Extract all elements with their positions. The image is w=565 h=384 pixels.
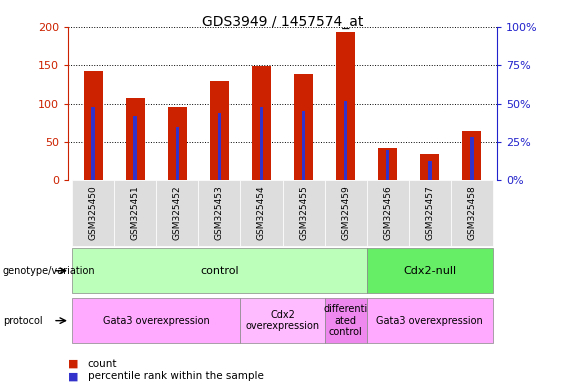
Text: GSM325456: GSM325456 (383, 186, 392, 240)
FancyBboxPatch shape (325, 298, 367, 343)
Bar (470, 137, 473, 180)
Text: ■: ■ (68, 359, 79, 369)
Text: Gata3 overexpression: Gata3 overexpression (103, 316, 210, 326)
FancyBboxPatch shape (451, 180, 493, 246)
Text: Cdx2-null: Cdx2-null (403, 266, 457, 276)
FancyBboxPatch shape (198, 180, 240, 246)
Text: GDS3949 / 1457574_at: GDS3949 / 1457574_at (202, 15, 363, 29)
FancyBboxPatch shape (240, 180, 282, 246)
Text: GSM325451: GSM325451 (131, 186, 140, 240)
FancyBboxPatch shape (367, 248, 493, 293)
Bar (463, 131, 481, 180)
Bar (125, 98, 145, 180)
FancyBboxPatch shape (325, 180, 367, 246)
Text: ■: ■ (68, 371, 79, 381)
Bar (386, 150, 389, 180)
FancyBboxPatch shape (72, 180, 114, 246)
Text: GSM325452: GSM325452 (173, 186, 182, 240)
Bar (344, 101, 347, 180)
Bar (260, 107, 263, 180)
Text: GSM325455: GSM325455 (299, 186, 308, 240)
FancyBboxPatch shape (156, 180, 198, 246)
Bar (92, 107, 95, 180)
Text: GSM325458: GSM325458 (467, 186, 476, 240)
Text: GSM325454: GSM325454 (257, 186, 266, 240)
FancyBboxPatch shape (367, 298, 493, 343)
Text: GSM325450: GSM325450 (89, 186, 98, 240)
FancyBboxPatch shape (72, 248, 367, 293)
Text: GSM325459: GSM325459 (341, 186, 350, 240)
FancyBboxPatch shape (282, 180, 325, 246)
Bar (420, 154, 440, 180)
FancyBboxPatch shape (409, 180, 451, 246)
Bar (294, 74, 313, 180)
Text: count: count (88, 359, 117, 369)
FancyBboxPatch shape (114, 180, 156, 246)
Text: control: control (200, 266, 238, 276)
Bar (210, 81, 229, 180)
Bar (176, 127, 179, 180)
Bar (379, 148, 397, 180)
Text: protocol: protocol (3, 316, 42, 326)
Bar (336, 32, 355, 180)
Bar (428, 161, 432, 180)
Bar (133, 116, 137, 180)
Bar (84, 71, 102, 180)
Text: Gata3 overexpression: Gata3 overexpression (376, 316, 483, 326)
Text: percentile rank within the sample: percentile rank within the sample (88, 371, 263, 381)
Bar (302, 111, 305, 180)
Bar (218, 113, 221, 180)
Bar (168, 107, 186, 180)
Text: GSM325457: GSM325457 (425, 186, 434, 240)
Text: genotype/variation: genotype/variation (3, 266, 95, 276)
Text: GSM325453: GSM325453 (215, 186, 224, 240)
Text: Cdx2
overexpression: Cdx2 overexpression (245, 310, 320, 331)
Text: differenti
ated
control: differenti ated control (324, 304, 368, 337)
Bar (252, 66, 271, 180)
FancyBboxPatch shape (367, 180, 409, 246)
FancyBboxPatch shape (240, 298, 325, 343)
FancyBboxPatch shape (72, 298, 240, 343)
